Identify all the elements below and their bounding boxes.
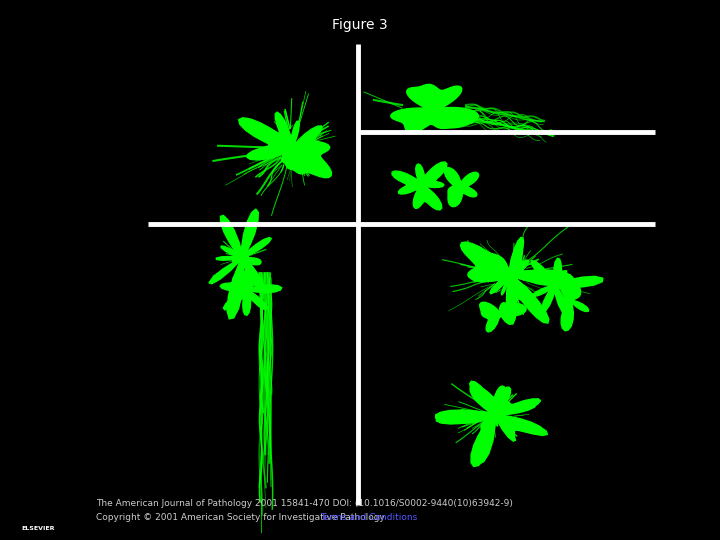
Polygon shape: [528, 258, 603, 315]
Polygon shape: [436, 381, 547, 464]
Text: 🌿: 🌿: [32, 498, 45, 518]
Polygon shape: [391, 84, 478, 133]
Text: Copyright © 2001 American Society for Investigative Pathology: Copyright © 2001 American Society for In…: [96, 514, 388, 523]
Text: Figure 3: Figure 3: [332, 18, 388, 32]
Polygon shape: [392, 162, 447, 210]
Polygon shape: [480, 302, 526, 332]
Text: Terms and Conditions: Terms and Conditions: [320, 514, 418, 523]
Text: The American Journal of Pathology 2001 15841-470 DOI: (10.1016/S0002-9440(10)639: The American Journal of Pathology 2001 1…: [96, 498, 513, 508]
Polygon shape: [436, 386, 544, 467]
Polygon shape: [220, 266, 282, 315]
Polygon shape: [461, 238, 573, 324]
Text: ELSEVIER: ELSEVIER: [22, 526, 55, 531]
Polygon shape: [468, 245, 566, 313]
Polygon shape: [559, 280, 589, 331]
Polygon shape: [209, 209, 271, 319]
Polygon shape: [445, 167, 479, 207]
Polygon shape: [238, 112, 331, 178]
